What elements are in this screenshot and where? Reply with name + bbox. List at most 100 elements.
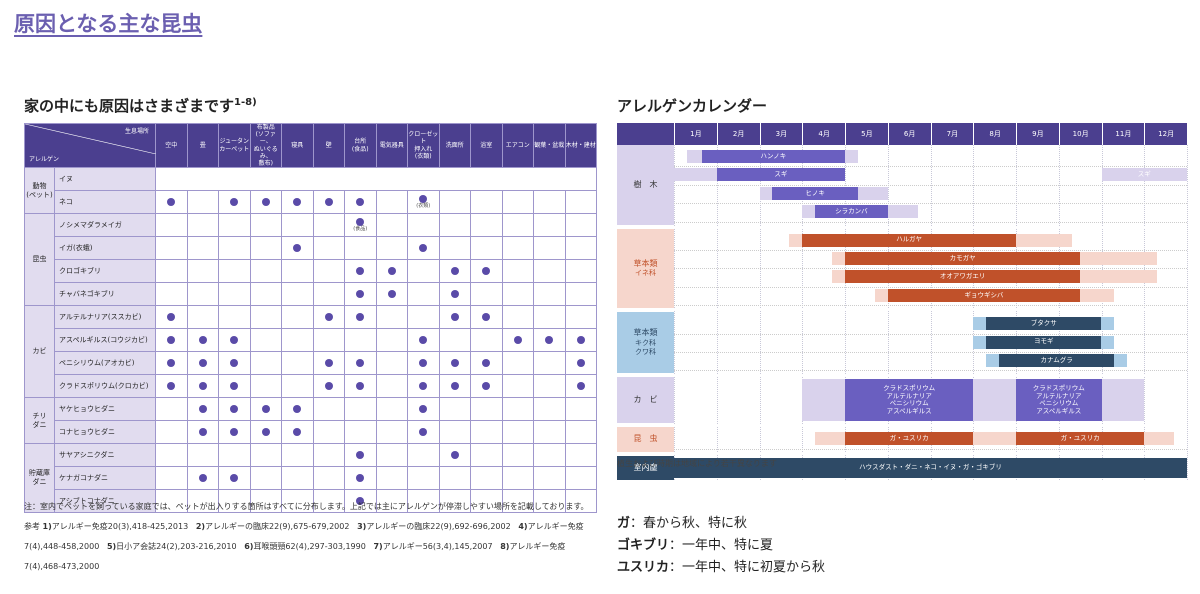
habitat-cell	[249, 213, 282, 238]
habitat-cell	[186, 420, 219, 445]
habitat-cell	[281, 328, 314, 353]
allergen-name: ノシメマダラメイガ	[54, 213, 156, 238]
presence-marker	[345, 382, 376, 391]
month-gridline	[1058, 145, 1060, 481]
presence-dot	[324, 198, 333, 207]
presence-dot	[482, 267, 491, 276]
peak-period-bar: シラカンバ	[815, 205, 888, 219]
pest-season: ：一年中、特に初夏から秋	[669, 560, 826, 575]
bar-label: スギ	[774, 170, 788, 179]
habitat-cell	[470, 351, 503, 376]
calendar-group-label-line: 草本類	[633, 328, 658, 338]
allergen-category: 昆虫	[24, 213, 55, 307]
presence-dot	[261, 428, 270, 437]
presence-dot	[482, 359, 491, 368]
presence-dot	[230, 198, 239, 207]
habitat-cell	[470, 236, 503, 261]
peak-period-bar: ギョウギシバ	[887, 288, 1081, 302]
habitat-cell	[533, 236, 566, 261]
reference-number: 1)	[42, 522, 52, 531]
header-habitat-label: 生息場所	[124, 128, 149, 135]
habitat-cell	[407, 305, 440, 330]
habitat-cell	[533, 443, 566, 468]
presence-dot	[356, 290, 365, 299]
month-header: 7月	[930, 123, 974, 145]
habitat-cell	[186, 374, 219, 399]
calendar-group-label: 室内塵	[617, 455, 674, 481]
habitat-cell	[312, 420, 345, 445]
habitat-cell	[249, 282, 282, 307]
reference-item: 1)アレルギー免疫20(3),418-425,2013	[43, 522, 196, 531]
presence-marker	[534, 336, 565, 345]
habitat-cell	[533, 351, 566, 376]
habitat-cell	[375, 328, 408, 353]
row-gridline	[674, 286, 1187, 288]
presence-dot	[198, 382, 207, 391]
presence-dot	[198, 405, 207, 414]
habitat-cell	[533, 466, 566, 491]
habitat-cell	[533, 305, 566, 330]
month-header: 1月	[674, 123, 717, 145]
peak-period-bar: ヒノキ	[772, 186, 858, 200]
page-title[interactable]: 原因となる主な昆虫	[14, 12, 203, 36]
habitat-cell	[281, 374, 314, 399]
bar-label: カナムグラ	[1040, 355, 1073, 364]
habitat-cell	[312, 466, 345, 491]
presence-marker	[219, 405, 250, 414]
ref-label: 参考	[24, 522, 40, 531]
reference-number: 2)	[195, 522, 206, 531]
habitat-cell	[249, 259, 282, 284]
habitat-cell	[501, 190, 534, 215]
presence-dot	[419, 428, 428, 437]
habitat-cell	[186, 282, 219, 307]
habitat-cell	[186, 397, 219, 422]
habitat-cell	[218, 443, 251, 468]
presence-marker	[282, 244, 313, 253]
presence-dot	[293, 244, 302, 253]
row-gridline	[674, 370, 1187, 372]
calendar-group-label: 昆 虫	[617, 427, 674, 452]
habitat-cell	[438, 190, 471, 215]
presence-marker	[345, 497, 376, 506]
house-title-text: 家の中にも原因はさまざまです	[24, 97, 235, 115]
reference-source: アレルギー免疫7(4),468-473,2000	[24, 542, 566, 571]
habitat-cell-merged	[155, 167, 597, 191]
calendar-group-label: カ ビ	[617, 377, 674, 424]
presence-marker	[156, 336, 187, 345]
presence-dot	[293, 405, 302, 414]
habitat-table: 生息場所 アレルゲン 空中畳ジュータン カーペット 布製品 (ソファー、 ぬいぐるみ、 敷布)…	[24, 122, 597, 514]
habitat-cell	[501, 305, 534, 330]
presence-marker	[440, 451, 471, 460]
habitat-column-header: 台所 (食品)	[344, 122, 377, 169]
presence-dot	[230, 405, 239, 414]
reference-number: 5)	[106, 542, 117, 551]
peak-period-bar: ハンノキ	[701, 150, 845, 163]
table-row: チリ ダニ ヤケヒョウヒダニ	[24, 397, 597, 445]
habitat-cell	[218, 351, 251, 376]
habitat-cell	[344, 305, 377, 330]
habitat-column-header: 布製品 (ソファー、 ぬいぐるみ、 敷布)	[249, 122, 282, 169]
habitat-cell	[186, 259, 219, 284]
pest-name: ガ	[617, 516, 631, 531]
row-gridline	[674, 352, 1187, 353]
habitat-cell	[407, 351, 440, 376]
presence-marker	[156, 198, 187, 207]
habitat-cell	[375, 236, 408, 261]
presence-marker	[251, 428, 282, 437]
habitat-cell	[281, 489, 314, 514]
presence-marker	[408, 336, 439, 345]
presence-dot	[450, 382, 459, 391]
habitat-cell	[344, 236, 377, 261]
peak-period-bar: カナムグラ	[998, 354, 1115, 367]
habitat-cell	[501, 282, 534, 307]
month-gridline	[1016, 145, 1017, 481]
bar-label: クラドスポリウム アルテルナリア ペニシリウム アスペルギルス	[1032, 384, 1085, 415]
habitat-cell	[564, 213, 597, 238]
presence-dot	[293, 428, 302, 437]
calendar-group-label: 草本類 キク科 クワ科	[617, 312, 674, 374]
presence-note: (衣類)	[416, 203, 431, 210]
habitat-cell	[344, 397, 377, 422]
habitat-cell	[407, 328, 440, 353]
habitat-cell	[186, 305, 219, 330]
habitat-cell	[501, 259, 534, 284]
